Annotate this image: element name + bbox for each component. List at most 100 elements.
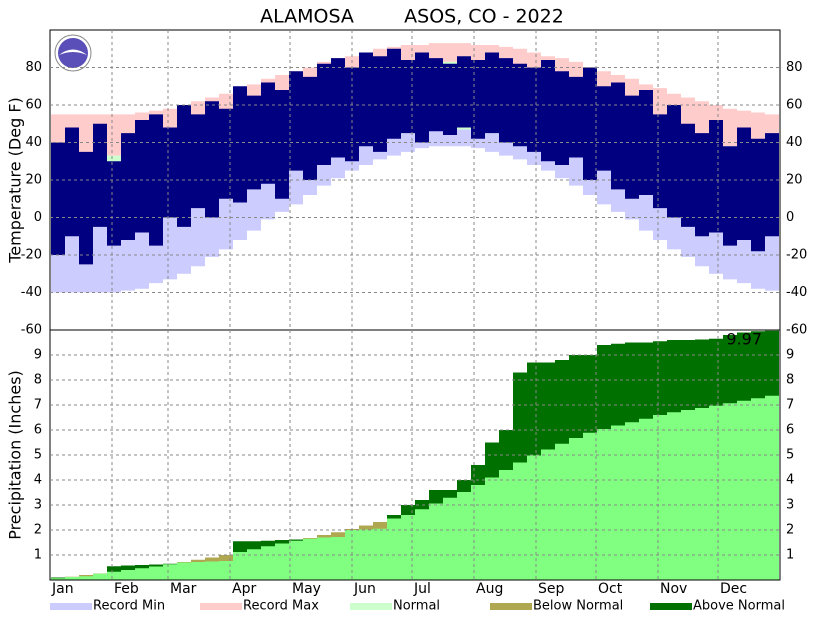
record-min-bar	[191, 206, 205, 267]
observed-precip-bar	[65, 577, 79, 580]
y-tick-label: 2	[34, 523, 42, 538]
y-tick-label: -40	[21, 285, 42, 300]
observed-bar	[65, 127, 79, 237]
y2-tick-label: 6	[786, 423, 794, 438]
observed-precip-bar	[79, 576, 93, 580]
x-tick-label: Jan	[51, 581, 74, 597]
record-max-bar	[443, 43, 457, 62]
y2-tick-label: 80	[786, 60, 803, 75]
record-min-bar	[93, 223, 107, 293]
observed-bar	[709, 120, 723, 233]
legend-swatch	[350, 603, 392, 610]
record-min-bar	[457, 129, 471, 147]
normal-precip-bar	[541, 449, 555, 580]
normal-precip-bar	[555, 443, 569, 580]
record-min-bar	[261, 176, 275, 220]
normal-precip-bar	[709, 405, 723, 580]
y2-tick-label: 2	[786, 523, 794, 538]
normal-precip-bar	[625, 422, 639, 580]
observed-bar	[401, 60, 415, 134]
normal-precip-bar	[401, 515, 415, 580]
observed-precip-bar	[359, 529, 373, 580]
record-min-bar	[639, 183, 653, 231]
observed-bar	[233, 86, 247, 203]
y-tick-label: 0	[34, 210, 42, 225]
normal-precip-bar	[583, 432, 597, 580]
normal-precip-bar	[443, 497, 457, 580]
normal-precip-bar	[569, 438, 583, 580]
observed-bar	[499, 58, 513, 143]
observed-bar	[485, 52, 499, 134]
observed-bar	[695, 133, 709, 237]
record-min-bar	[387, 135, 401, 156]
y2-tick-label: 3	[786, 498, 794, 513]
normal-precip-bar	[513, 462, 527, 580]
normal-precip-bar	[527, 455, 541, 580]
normal-precip-bar	[233, 552, 247, 580]
normal-precip-bar	[499, 470, 513, 580]
record-max-bar	[107, 114, 121, 156]
observed-bar	[51, 142, 65, 255]
observed-precip-bar	[93, 573, 107, 580]
observed-bar	[471, 60, 485, 139]
y2-tick-label: 9	[786, 348, 794, 363]
observed-bar	[415, 52, 429, 143]
observed-precip-bar	[177, 562, 191, 580]
y2-tick-label: 40	[786, 135, 803, 150]
y2-tick-label: 0	[786, 210, 794, 225]
observed-precip-bar	[303, 538, 317, 580]
y-tick-label: 9	[34, 348, 42, 363]
record-min-bar	[429, 129, 443, 147]
normal-precip-bar	[751, 398, 765, 580]
y-tick-label: 7	[34, 398, 42, 413]
record-max-bar	[723, 108, 737, 147]
record-min-bar	[135, 219, 149, 289]
observed-bar	[373, 56, 387, 152]
observed-bar	[275, 90, 289, 199]
normal-precip-bar	[247, 549, 261, 580]
y-tick-label: 3	[34, 498, 42, 513]
observed-bar	[149, 114, 163, 246]
observed-bar	[667, 105, 681, 218]
x-tick-label: Oct	[598, 581, 623, 597]
record-min-bar	[219, 195, 233, 250]
observed-precip-bar	[191, 562, 205, 580]
legend-swatch	[200, 603, 242, 610]
observed-bar	[527, 67, 541, 152]
observed-precip-bar	[219, 561, 233, 580]
y2-tick-label: 8	[786, 373, 794, 388]
legend-swatch	[50, 603, 92, 610]
observed-bar	[569, 76, 583, 158]
observed-bar	[317, 63, 331, 165]
record-max-bar	[653, 88, 667, 122]
observed-bar	[611, 82, 625, 190]
y-axis-label: Precipitation (Inches)	[6, 370, 25, 540]
normal-precip-bar	[667, 412, 681, 580]
observed-bar	[93, 123, 107, 227]
normal-precip-bar	[107, 571, 121, 580]
legend-label: Record Max	[243, 599, 319, 614]
normal-precip-bar	[149, 566, 163, 580]
y2-tick-label: -60	[786, 323, 807, 338]
x-tick-label: Sep	[538, 581, 565, 597]
y-tick-label: 20	[25, 173, 42, 188]
observed-bar	[583, 67, 597, 180]
observed-bar	[555, 71, 569, 165]
normal-precip-bar	[289, 540, 303, 580]
x-tick-label: Apr	[232, 581, 256, 597]
observed-bar	[191, 114, 205, 209]
observed-bar	[751, 138, 765, 252]
observed-bar	[177, 105, 191, 227]
y2-tick-label: 7	[786, 398, 794, 413]
record-max-bar	[79, 114, 93, 156]
observed-bar	[625, 95, 639, 199]
normal-precip-bar	[135, 568, 149, 580]
total-label: 9.97	[726, 329, 762, 348]
observed-bar	[737, 127, 751, 240]
observed-precip-bar	[317, 537, 331, 580]
noaa-logo	[54, 34, 92, 72]
legend-label: Above Normal	[693, 599, 785, 614]
normal-precip-bar	[723, 403, 737, 580]
y2-tick-label: 20	[786, 173, 803, 188]
x-tick-label: May	[292, 581, 321, 597]
